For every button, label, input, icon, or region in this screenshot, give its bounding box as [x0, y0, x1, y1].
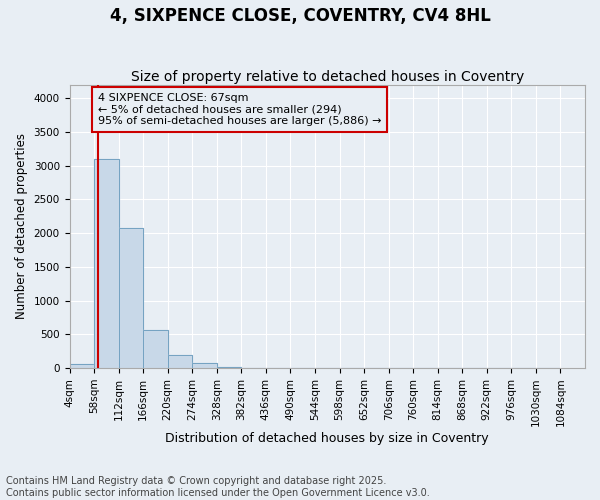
Text: 4 SIXPENCE CLOSE: 67sqm
← 5% of detached houses are smaller (294)
95% of semi-de: 4 SIXPENCE CLOSE: 67sqm ← 5% of detached…: [98, 93, 382, 126]
Y-axis label: Number of detached properties: Number of detached properties: [15, 134, 28, 320]
Bar: [94, 159, 119, 368]
Bar: [143, 330, 168, 368]
Bar: [119, 228, 143, 368]
X-axis label: Distribution of detached houses by size in Coventry: Distribution of detached houses by size …: [166, 432, 489, 445]
Text: Contains HM Land Registry data © Crown copyright and database right 2025.
Contai: Contains HM Land Registry data © Crown c…: [6, 476, 430, 498]
Text: 4, SIXPENCE CLOSE, COVENTRY, CV4 8HL: 4, SIXPENCE CLOSE, COVENTRY, CV4 8HL: [110, 8, 490, 26]
Bar: [70, 364, 94, 368]
Bar: [168, 354, 192, 368]
Title: Size of property relative to detached houses in Coventry: Size of property relative to detached ho…: [131, 70, 524, 85]
Bar: [192, 362, 217, 368]
